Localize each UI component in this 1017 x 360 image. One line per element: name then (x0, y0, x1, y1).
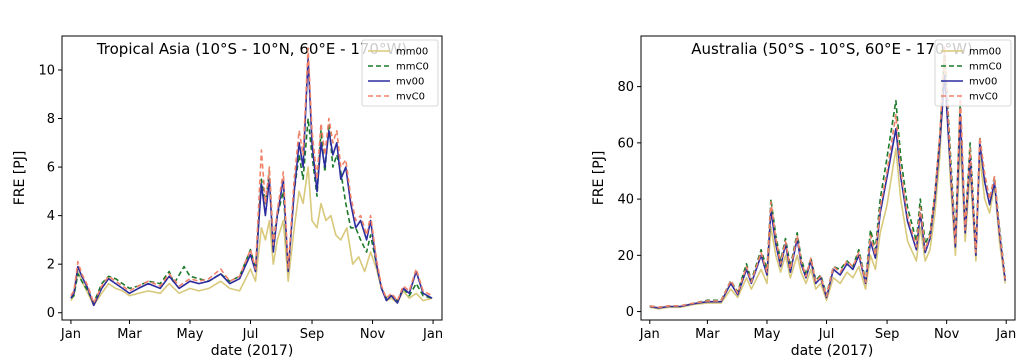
y-tick-label: 0 (626, 305, 634, 320)
legend-label-mm00: mm00 (396, 47, 428, 58)
legend-label-mmC0: mmC0 (969, 62, 1002, 73)
axes-frame (640, 35, 1016, 321)
x-tick-label: Jan (995, 327, 1016, 342)
y-tick-label: 40 (617, 193, 634, 208)
legend-label-mvC0: mvC0 (969, 92, 998, 103)
x-tick-labels: Jan Mar May Jul Sep Nov Jan (639, 320, 1016, 342)
plot-area (70, 47, 433, 307)
chart-panel-tropical-asia: Tropical Asia (10°S - 10°N, 60°E - 170°W… (12, 35, 443, 359)
plot-area (649, 46, 1006, 310)
x-tick-label: Mar (695, 327, 720, 342)
legend-label-mv00: mv00 (969, 77, 997, 88)
x-tick-label: May (754, 327, 781, 342)
series-line-mm00 (70, 166, 433, 307)
x-tick-label: Sep (300, 327, 325, 342)
legend-label-mm00: mm00 (969, 47, 1001, 58)
legend-box (934, 39, 1012, 107)
legend: mm00 mmC0 mv00 mvC0 (934, 39, 1012, 107)
chart-title: Australia (50°S - 10°S, 60°E - 170°W) (691, 40, 973, 58)
chart-panel-australia: Australia (50°S - 10°S, 60°E - 170°W) 0 2… (591, 35, 1016, 359)
y-tick-label: 6 (47, 161, 55, 176)
legend-label-mv00: mv00 (396, 77, 424, 88)
y-tick-label: 4 (47, 209, 55, 224)
y-tick-label: 60 (617, 136, 634, 151)
legend-label-mmC0: mmC0 (396, 62, 429, 73)
x-tick-label: Jan (639, 327, 660, 342)
x-tick-label: Jan (60, 327, 81, 342)
y-tick-label: 0 (47, 306, 55, 321)
x-tick-label: Jul (242, 327, 259, 342)
x-tick-label: Nov (360, 327, 386, 342)
y-tick-labels: 0 2 4 6 8 10 (38, 63, 62, 321)
y-tick-label: 10 (38, 63, 55, 78)
x-tick-labels: Jan Mar May Jul Sep Nov Jan (60, 320, 443, 342)
series-line-mvC0 (70, 47, 433, 304)
series-line-mvC0 (649, 46, 1006, 309)
x-tick-label: Nov (934, 327, 960, 342)
x-tick-label: Mar (117, 327, 142, 342)
legend: mm00 mmC0 mv00 mvC0 (361, 39, 439, 107)
series-line-mm00 (649, 57, 1006, 310)
y-tick-label: 20 (617, 249, 634, 264)
x-tick-label: May (177, 327, 204, 342)
y-tick-label: 8 (47, 112, 55, 127)
x-axis-label: date (2017) (791, 343, 874, 359)
x-tick-label: Jul (818, 327, 835, 342)
series-line-mmC0 (70, 117, 433, 304)
x-tick-label: Sep (875, 327, 900, 342)
y-tick-labels: 0 20 40 60 80 (617, 80, 641, 320)
y-axis-label: FRE [PJ] (591, 151, 607, 206)
x-axis-label: date (2017) (211, 343, 294, 359)
y-axis-label: FRE [PJ] (12, 151, 28, 206)
y-tick-label: 2 (47, 258, 55, 273)
axes-frame (61, 35, 443, 321)
x-tick-label: Jan (422, 327, 443, 342)
y-tick-label: 80 (617, 80, 634, 95)
chart-title: Tropical Asia (10°S - 10°N, 60°E - 170°W… (96, 40, 407, 58)
legend-box (361, 39, 439, 107)
legend-label-mvC0: mvC0 (396, 92, 425, 103)
